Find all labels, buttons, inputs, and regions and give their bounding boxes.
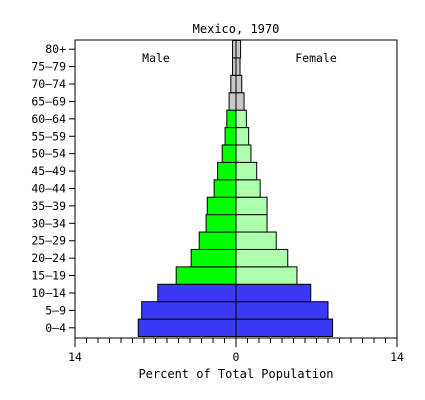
y-tick-label-40-44: 40–44 [31,182,66,196]
chart-title: Mexico, 1970 [193,22,280,36]
bar-female-20-24 [235,248,289,268]
y-tick-label-55-59: 55–59 [31,129,66,143]
y-axis: 0–4 5–9 10–14 15–19 20–24 25–29 30–34 35–39 40–4… [31,42,75,335]
female-side-label: Female [295,51,337,65]
y-tick-label-70-74: 70–74 [31,77,66,91]
bar-male-50-54 [221,144,237,163]
bar-male-5-9 [141,301,237,320]
y-tick-label-60-64: 60–64 [31,112,66,126]
bar-female-40-44 [235,179,261,198]
x-axis-title: Percent of Total Population [138,367,333,381]
bar-male-70-74 [230,74,237,94]
bar-female-80 [235,40,242,59]
bar-male-30-34 [205,214,237,233]
bar-female-45-49 [235,161,258,181]
bar-male-75-79 [232,57,237,76]
bars-group [137,40,334,337]
bar-male-55-59 [224,127,237,146]
y-tick-label-45-49: 45–49 [31,164,66,178]
bar-female-35-39 [235,196,268,216]
male-side-label: Male [142,51,170,65]
bar-female-50-54 [235,144,252,163]
y-tick-label-0-4: 0–4 [45,321,66,335]
bar-female-10-14 [235,283,312,303]
bar-male-20-24 [190,248,237,268]
bar-male-35-39 [206,196,237,216]
y-tick-label-80: 80+ [45,42,66,56]
x-tick-label: 0 [233,350,240,364]
bar-male-80 [232,40,237,59]
y-tick-label-35-39: 35–39 [31,199,66,213]
x-axis: 14 0 14 [68,338,404,364]
bar-male-15-19 [175,266,237,285]
bar-female-55-59 [235,127,250,146]
y-tick-label-15-19: 15–19 [31,269,66,283]
y-tick-label-10-14: 10–14 [31,286,66,300]
y-tick-label-65-69: 65–69 [31,94,66,108]
bar-male-25-29 [198,231,237,250]
bar-male-10-14 [157,283,237,303]
bar-female-15-19 [235,266,298,285]
bar-female-60-64 [235,109,247,129]
y-tick-label-50-54: 50–54 [31,147,66,161]
x-tick-label: 14 [68,350,82,364]
y-tick-label-75-79: 75–79 [31,60,66,74]
bar-female-0-4 [235,318,334,337]
bar-male-45-49 [217,161,237,181]
bar-female-5-9 [235,301,329,320]
y-tick-label-5-9: 5–9 [45,303,66,317]
bar-male-0-4 [137,318,237,337]
bar-female-65-69 [235,92,245,111]
bar-male-65-69 [228,92,237,111]
y-tick-label-30-34: 30–34 [31,216,66,230]
x-tick-label: 14 [390,350,404,364]
y-tick-label-20-24: 20–24 [31,251,66,265]
bar-female-25-29 [235,231,277,250]
bar-male-40-44 [213,179,237,198]
bar-female-30-34 [235,214,268,233]
bar-female-75-79 [235,57,241,76]
bar-female-70-74 [235,74,243,94]
y-tick-label-25-29: 25–29 [31,234,66,248]
bar-male-60-64 [226,109,237,129]
